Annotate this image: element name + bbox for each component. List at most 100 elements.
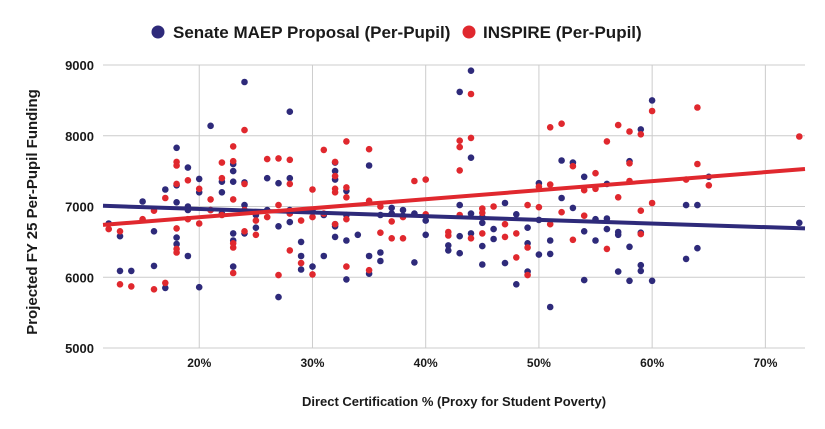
- point-inspire: [637, 230, 645, 238]
- point-senate: [139, 198, 146, 205]
- point-inspire: [490, 203, 497, 210]
- point-senate: [275, 293, 282, 301]
- point-senate: [580, 173, 588, 181]
- x-axis-title: Direct Certification % (Proxy for Studen…: [302, 394, 606, 409]
- point-senate: [195, 175, 203, 183]
- point-senate: [184, 164, 192, 171]
- point-senate: [422, 231, 430, 239]
- point-inspire: [456, 137, 464, 144]
- point-inspire: [320, 146, 328, 154]
- point-inspire: [501, 220, 509, 228]
- point-senate: [173, 240, 180, 248]
- point-inspire: [275, 155, 282, 162]
- point-senate: [207, 122, 214, 130]
- point-inspire: [456, 143, 464, 151]
- point-inspire: [524, 244, 531, 251]
- y-axis-title: Projected FY 25 Per-Pupil Funding: [24, 89, 41, 335]
- point-inspire: [603, 245, 611, 253]
- y-tick-label: 5000: [65, 341, 94, 356]
- point-senate: [150, 228, 158, 235]
- trendline-inspire: [102, 167, 806, 227]
- point-inspire: [218, 174, 226, 182]
- point-inspire: [252, 231, 260, 239]
- point-inspire: [558, 208, 565, 216]
- point-senate: [546, 303, 554, 311]
- point-inspire: [524, 271, 531, 279]
- point-senate: [297, 252, 305, 260]
- point-inspire: [229, 196, 237, 203]
- point-inspire: [150, 286, 158, 293]
- point-inspire: [297, 259, 305, 267]
- point-senate: [682, 255, 690, 263]
- point-senate: [297, 238, 305, 246]
- point-senate: [275, 223, 282, 230]
- point-senate: [377, 249, 384, 256]
- point-inspire: [501, 233, 509, 241]
- point-senate: [229, 263, 237, 270]
- point-senate: [365, 162, 373, 169]
- point-senate: [626, 243, 633, 251]
- point-inspire: [411, 177, 418, 185]
- point-inspire: [229, 244, 237, 251]
- legend-label-inspire: INSPIRE (Per-Pupil): [483, 23, 642, 42]
- point-senate: [467, 154, 475, 161]
- point-senate: [479, 219, 486, 227]
- point-inspire: [229, 157, 237, 165]
- point-senate: [694, 201, 701, 209]
- point-senate: [241, 78, 248, 86]
- point-senate: [445, 242, 452, 249]
- point-inspire: [116, 228, 124, 235]
- point-inspire: [513, 254, 520, 261]
- point-senate: [524, 224, 531, 231]
- x-tick-label: 40%: [414, 356, 438, 370]
- point-senate: [580, 228, 588, 235]
- point-inspire: [195, 220, 203, 227]
- point-inspire: [479, 230, 486, 237]
- point-senate: [637, 261, 645, 269]
- point-senate: [365, 252, 373, 260]
- point-inspire: [207, 196, 214, 203]
- point-inspire: [128, 283, 135, 290]
- point-inspire: [263, 213, 271, 221]
- point-inspire: [569, 236, 577, 244]
- point-senate: [309, 263, 316, 270]
- y-tick-label: 7000: [65, 200, 94, 215]
- point-inspire: [343, 215, 350, 223]
- point-inspire: [513, 230, 520, 237]
- point-inspire: [388, 235, 396, 242]
- point-inspire: [546, 220, 554, 228]
- point-senate: [501, 199, 509, 207]
- point-inspire: [694, 160, 701, 168]
- point-senate: [128, 267, 135, 275]
- y-tick-label: 6000: [65, 270, 94, 285]
- point-inspire: [343, 194, 350, 201]
- point-senate: [558, 157, 565, 164]
- point-senate: [173, 234, 180, 241]
- point-inspire: [331, 185, 339, 193]
- point-inspire: [286, 180, 294, 188]
- point-inspire: [365, 145, 373, 153]
- y-tick-label: 8000: [65, 129, 94, 144]
- point-inspire: [343, 138, 350, 145]
- point-inspire: [614, 121, 622, 129]
- point-senate: [456, 88, 464, 96]
- point-senate: [467, 210, 475, 217]
- point-inspire: [365, 266, 373, 274]
- x-tick-label: 60%: [640, 356, 664, 370]
- point-inspire: [479, 209, 486, 217]
- point-inspire: [580, 212, 588, 219]
- point-senate: [580, 276, 588, 284]
- point-senate: [331, 233, 339, 241]
- data-points: [105, 67, 803, 311]
- point-senate: [592, 237, 599, 244]
- point-senate: [796, 219, 803, 227]
- point-senate: [467, 230, 475, 237]
- point-inspire: [524, 201, 531, 209]
- point-inspire: [173, 225, 180, 232]
- point-senate: [218, 189, 226, 196]
- point-senate: [229, 230, 237, 237]
- point-senate: [637, 126, 645, 133]
- point-senate: [467, 67, 475, 74]
- point-inspire: [309, 271, 316, 278]
